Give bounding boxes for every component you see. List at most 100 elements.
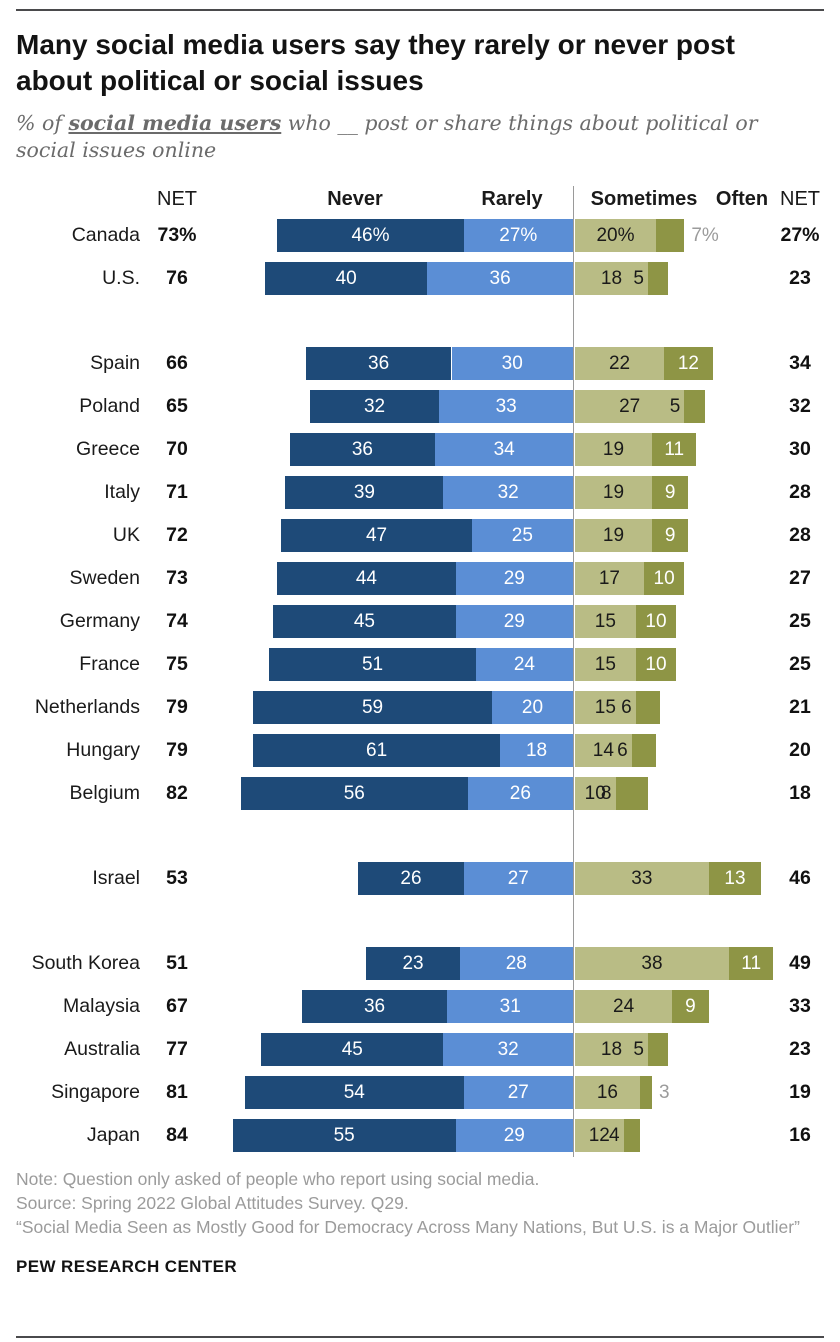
often-value: 11: [741, 952, 762, 974]
chart-row-poland: Poland 65 32 33 27 5 32: [0, 385, 840, 428]
header-net-right: NET: [780, 187, 820, 210]
rarely-bar: [443, 475, 573, 509]
never-value: 26: [400, 867, 422, 889]
often-value: 6: [621, 696, 632, 718]
often-bar: [672, 989, 709, 1023]
net-left-value: 67: [166, 994, 188, 1017]
never-bar: [232, 1118, 456, 1152]
often-value: 11: [664, 438, 685, 460]
country-label: UK: [112, 523, 140, 546]
chart-row-belgium: Belgium 82 56 26 10 8 18: [0, 772, 840, 815]
subtitle-highlight: social media users: [68, 111, 282, 136]
often-bar: [643, 561, 685, 595]
never-value: 46%: [351, 224, 390, 246]
rarely-bar: [443, 1032, 573, 1066]
net-left-value: 79: [166, 738, 188, 761]
sometimes-bar: [575, 861, 709, 895]
sometimes-value: 27: [619, 395, 641, 417]
often-bar: [656, 218, 685, 252]
net-right-value: 28: [789, 523, 811, 546]
sometimes-value: 15: [594, 653, 616, 675]
often-value: 10: [653, 567, 675, 589]
chart-notes: Note: Question only asked of people who …: [16, 1167, 824, 1239]
sometimes-bar: [575, 604, 636, 638]
sometimes-bar: [575, 261, 648, 295]
never-bar: [277, 561, 456, 595]
sometimes-value: 19: [602, 524, 625, 546]
sometimes-value: 12: [588, 1124, 610, 1146]
often-bar: [664, 346, 713, 380]
never-bar: [273, 604, 456, 638]
net-right-value: 23: [789, 266, 811, 289]
often-bar: [651, 475, 689, 509]
chart-row-israel: Israel 53 26 27 33 13 46: [0, 857, 840, 900]
header-rarely: Rarely: [481, 187, 543, 210]
net-left-value: 53: [166, 866, 188, 889]
often-value: 4: [609, 1124, 620, 1146]
chart-row-south-korea: South Korea 51 23 28 38 11 49: [0, 942, 840, 985]
net-right-value: 18: [789, 781, 811, 804]
never-value: 59: [361, 696, 384, 718]
net-right-value: 16: [789, 1123, 811, 1146]
sometimes-bar: [575, 1032, 648, 1066]
net-right-value: 30: [789, 437, 811, 460]
often-value: 9: [664, 524, 676, 546]
often-value: 5: [633, 1038, 644, 1060]
country-label: Germany: [59, 609, 140, 632]
rarely-bar: [455, 561, 573, 595]
sometimes-value: 19: [602, 438, 625, 460]
never-bar: [358, 861, 464, 895]
often-value: 5: [633, 267, 644, 289]
net-left-value: 84: [166, 1123, 188, 1146]
never-value: 44: [355, 567, 377, 589]
often-value: 12: [677, 352, 699, 374]
sometimes-bar: [575, 733, 632, 767]
chart-row-netherlands: Netherlands 79 59 20 15 6 21: [0, 686, 840, 729]
never-value: 32: [363, 395, 386, 417]
never-bar: [289, 432, 436, 466]
chart-subtitle: % of social media users who __ post or s…: [16, 110, 816, 163]
rarely-value: 31: [499, 995, 521, 1017]
rarely-value: 28: [505, 952, 527, 974]
never-value: 55: [333, 1124, 355, 1146]
never-bar: [309, 389, 440, 423]
net-left-value: 76: [166, 266, 188, 289]
note-line: Note: Question only asked of people who …: [16, 1168, 540, 1189]
net-right-value: 28: [789, 480, 811, 503]
header-net-left: NET: [157, 187, 197, 210]
rarely-bar: [451, 346, 573, 380]
never-value: 23: [402, 952, 424, 974]
chart-row-hungary: Hungary 79 61 18 14 6 20: [0, 729, 840, 772]
sometimes-bar: [575, 389, 685, 423]
net-right-value: 34: [789, 351, 811, 374]
sometimes-value: 10: [584, 782, 606, 804]
often-bar: [623, 1118, 640, 1152]
never-value: 47: [365, 524, 388, 546]
rarely-value: 25: [511, 524, 533, 546]
sometimes-value: 15: [594, 610, 616, 632]
rarely-bar: [463, 1075, 573, 1109]
net-left-value: 65: [166, 394, 188, 417]
rarely-value: 27: [507, 1081, 529, 1103]
often-bar: [635, 690, 661, 724]
rarely-value: 27%: [499, 224, 538, 246]
rarely-bar: [435, 432, 573, 466]
rarely-value: 34: [493, 438, 515, 460]
net-right-value: 27: [789, 566, 811, 589]
chart-row-japan: Japan 84 55 29 12 4 16: [0, 1114, 840, 1157]
country-label: Poland: [79, 394, 140, 417]
chart-row-uk: UK 72 47 25 19 9 28: [0, 514, 840, 557]
rarely-bar: [500, 733, 573, 767]
never-value: 36: [363, 995, 386, 1017]
country-label: Hungary: [66, 738, 140, 761]
country-label: Australia: [64, 1037, 140, 1060]
chart-rows: Canada 73% 46% 27% 20% 7% 27% U.S. 76 40 36 18 5 23 Sp…: [0, 214, 840, 1157]
never-bar: [253, 690, 492, 724]
rarely-bar: [427, 261, 573, 295]
sometimes-value: 18: [600, 267, 623, 289]
chart-row-canada: Canada 73% 46% 27% 20% 7% 27%: [0, 214, 840, 257]
never-value: 36: [368, 352, 390, 374]
sometimes-value: 19: [602, 481, 625, 503]
report-title-line: “Social Media Seen as Mostly Good for De…: [16, 1217, 800, 1238]
net-right-value: 25: [789, 652, 811, 675]
